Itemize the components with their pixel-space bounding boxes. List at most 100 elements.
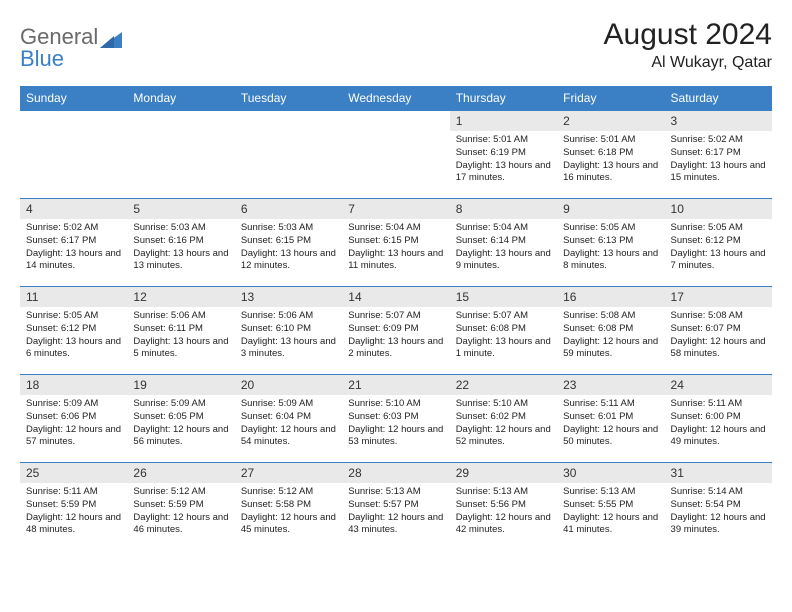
calendar-day-cell: 9Sunrise: 5:05 AMSunset: 6:13 PMDaylight… (557, 198, 664, 286)
calendar-day-cell: 30Sunrise: 5:13 AMSunset: 5:55 PMDayligh… (557, 462, 664, 550)
calendar-day-cell: 25Sunrise: 5:11 AMSunset: 5:59 PMDayligh… (20, 462, 127, 550)
day-details: Sunrise: 5:08 AMSunset: 6:07 PMDaylight:… (665, 307, 772, 365)
day-details: Sunrise: 5:13 AMSunset: 5:55 PMDaylight:… (557, 483, 664, 541)
day-details: Sunrise: 5:11 AMSunset: 6:00 PMDaylight:… (665, 395, 772, 453)
day-details: Sunrise: 5:09 AMSunset: 6:06 PMDaylight:… (20, 395, 127, 453)
calendar-day-cell (235, 110, 342, 198)
day-details: Sunrise: 5:06 AMSunset: 6:11 PMDaylight:… (127, 307, 234, 365)
day-details: Sunrise: 5:14 AMSunset: 5:54 PMDaylight:… (665, 483, 772, 541)
day-number: 21 (342, 374, 449, 395)
calendar-day-cell: 10Sunrise: 5:05 AMSunset: 6:12 PMDayligh… (665, 198, 772, 286)
day-number: 27 (235, 462, 342, 483)
calendar-day-cell: 6Sunrise: 5:03 AMSunset: 6:15 PMDaylight… (235, 198, 342, 286)
calendar-day-cell: 14Sunrise: 5:07 AMSunset: 6:09 PMDayligh… (342, 286, 449, 374)
day-number: 31 (665, 462, 772, 483)
day-details: Sunrise: 5:03 AMSunset: 6:16 PMDaylight:… (127, 219, 234, 277)
day-details: Sunrise: 5:01 AMSunset: 6:18 PMDaylight:… (557, 131, 664, 189)
day-number: 19 (127, 374, 234, 395)
logo-word-2: Blue (20, 46, 64, 72)
day-number: 14 (342, 286, 449, 307)
day-details: Sunrise: 5:02 AMSunset: 6:17 PMDaylight:… (20, 219, 127, 277)
calendar-week-row: 25Sunrise: 5:11 AMSunset: 5:59 PMDayligh… (20, 462, 772, 550)
title-block: August 2024 Al Wukayr, Qatar (604, 18, 772, 72)
calendar-week-row: 4Sunrise: 5:02 AMSunset: 6:17 PMDaylight… (20, 198, 772, 286)
calendar-day-cell: 23Sunrise: 5:11 AMSunset: 6:01 PMDayligh… (557, 374, 664, 462)
day-details: Sunrise: 5:03 AMSunset: 6:15 PMDaylight:… (235, 219, 342, 277)
month-title: August 2024 (604, 18, 772, 52)
day-number: 23 (557, 374, 664, 395)
weekday-header: Saturday (665, 86, 772, 110)
weekday-header: Sunday (20, 86, 127, 110)
day-number: 4 (20, 198, 127, 219)
day-number: 29 (450, 462, 557, 483)
calendar-day-cell: 12Sunrise: 5:06 AMSunset: 6:11 PMDayligh… (127, 286, 234, 374)
day-number: 20 (235, 374, 342, 395)
calendar-day-cell: 4Sunrise: 5:02 AMSunset: 6:17 PMDaylight… (20, 198, 127, 286)
calendar-day-cell: 13Sunrise: 5:06 AMSunset: 6:10 PMDayligh… (235, 286, 342, 374)
day-number: 26 (127, 462, 234, 483)
day-number: 9 (557, 198, 664, 219)
calendar-day-cell: 24Sunrise: 5:11 AMSunset: 6:00 PMDayligh… (665, 374, 772, 462)
day-number: 1 (450, 110, 557, 131)
day-number: 7 (342, 198, 449, 219)
calendar-day-cell: 1Sunrise: 5:01 AMSunset: 6:19 PMDaylight… (450, 110, 557, 198)
calendar-day-cell: 27Sunrise: 5:12 AMSunset: 5:58 PMDayligh… (235, 462, 342, 550)
day-number (127, 110, 234, 130)
weekday-header-row: SundayMondayTuesdayWednesdayThursdayFrid… (20, 86, 772, 110)
weekday-header: Tuesday (235, 86, 342, 110)
day-number: 16 (557, 286, 664, 307)
day-number: 3 (665, 110, 772, 131)
day-details: Sunrise: 5:08 AMSunset: 6:08 PMDaylight:… (557, 307, 664, 365)
calendar-day-cell: 22Sunrise: 5:10 AMSunset: 6:02 PMDayligh… (450, 374, 557, 462)
day-details: Sunrise: 5:07 AMSunset: 6:08 PMDaylight:… (450, 307, 557, 365)
calendar-day-cell: 26Sunrise: 5:12 AMSunset: 5:59 PMDayligh… (127, 462, 234, 550)
calendar-day-cell: 5Sunrise: 5:03 AMSunset: 6:16 PMDaylight… (127, 198, 234, 286)
day-details: Sunrise: 5:05 AMSunset: 6:13 PMDaylight:… (557, 219, 664, 277)
calendar-day-cell (127, 110, 234, 198)
calendar-day-cell: 16Sunrise: 5:08 AMSunset: 6:08 PMDayligh… (557, 286, 664, 374)
day-number: 13 (235, 286, 342, 307)
calendar-day-cell: 11Sunrise: 5:05 AMSunset: 6:12 PMDayligh… (20, 286, 127, 374)
calendar-day-cell: 31Sunrise: 5:14 AMSunset: 5:54 PMDayligh… (665, 462, 772, 550)
day-details: Sunrise: 5:06 AMSunset: 6:10 PMDaylight:… (235, 307, 342, 365)
day-number: 2 (557, 110, 664, 131)
day-number: 5 (127, 198, 234, 219)
day-number: 8 (450, 198, 557, 219)
day-number: 10 (665, 198, 772, 219)
calendar-day-cell: 18Sunrise: 5:09 AMSunset: 6:06 PMDayligh… (20, 374, 127, 462)
day-details: Sunrise: 5:05 AMSunset: 6:12 PMDaylight:… (665, 219, 772, 277)
day-number: 25 (20, 462, 127, 483)
calendar-day-cell: 28Sunrise: 5:13 AMSunset: 5:57 PMDayligh… (342, 462, 449, 550)
day-number: 11 (20, 286, 127, 307)
calendar-day-cell: 20Sunrise: 5:09 AMSunset: 6:04 PMDayligh… (235, 374, 342, 462)
weekday-header: Friday (557, 86, 664, 110)
day-details: Sunrise: 5:11 AMSunset: 5:59 PMDaylight:… (20, 483, 127, 541)
day-details: Sunrise: 5:13 AMSunset: 5:56 PMDaylight:… (450, 483, 557, 541)
day-number: 24 (665, 374, 772, 395)
day-details: Sunrise: 5:04 AMSunset: 6:14 PMDaylight:… (450, 219, 557, 277)
calendar-day-cell: 7Sunrise: 5:04 AMSunset: 6:15 PMDaylight… (342, 198, 449, 286)
day-details: Sunrise: 5:09 AMSunset: 6:05 PMDaylight:… (127, 395, 234, 453)
calendar-day-cell: 3Sunrise: 5:02 AMSunset: 6:17 PMDaylight… (665, 110, 772, 198)
day-details: Sunrise: 5:12 AMSunset: 5:58 PMDaylight:… (235, 483, 342, 541)
day-number: 15 (450, 286, 557, 307)
day-number: 12 (127, 286, 234, 307)
calendar-day-cell: 8Sunrise: 5:04 AMSunset: 6:14 PMDaylight… (450, 198, 557, 286)
day-number: 17 (665, 286, 772, 307)
calendar-day-cell: 21Sunrise: 5:10 AMSunset: 6:03 PMDayligh… (342, 374, 449, 462)
calendar-week-row: 18Sunrise: 5:09 AMSunset: 6:06 PMDayligh… (20, 374, 772, 462)
calendar-table: SundayMondayTuesdayWednesdayThursdayFrid… (20, 86, 772, 550)
calendar-body: 1Sunrise: 5:01 AMSunset: 6:19 PMDaylight… (20, 110, 772, 550)
day-details: Sunrise: 5:11 AMSunset: 6:01 PMDaylight:… (557, 395, 664, 453)
day-details: Sunrise: 5:07 AMSunset: 6:09 PMDaylight:… (342, 307, 449, 365)
day-details: Sunrise: 5:10 AMSunset: 6:03 PMDaylight:… (342, 395, 449, 453)
day-details: Sunrise: 5:10 AMSunset: 6:02 PMDaylight:… (450, 395, 557, 453)
day-number: 28 (342, 462, 449, 483)
weekday-header: Monday (127, 86, 234, 110)
calendar-week-row: 11Sunrise: 5:05 AMSunset: 6:12 PMDayligh… (20, 286, 772, 374)
weekday-header: Thursday (450, 86, 557, 110)
day-number: 6 (235, 198, 342, 219)
day-details: Sunrise: 5:01 AMSunset: 6:19 PMDaylight:… (450, 131, 557, 189)
calendar-day-cell (342, 110, 449, 198)
day-number: 30 (557, 462, 664, 483)
